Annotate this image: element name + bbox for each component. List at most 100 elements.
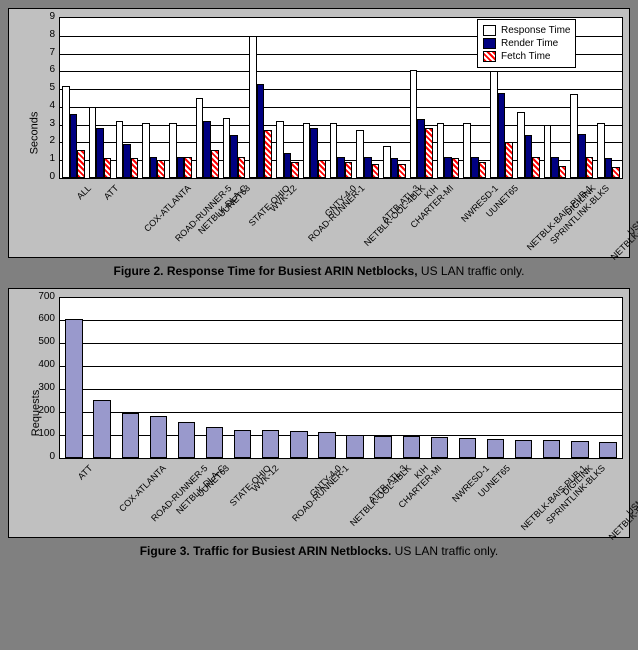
bar-fetch <box>157 160 165 178</box>
legend-item: Fetch Time <box>483 51 570 62</box>
bar-traffic <box>543 440 560 457</box>
bar-render <box>203 121 211 178</box>
bar-fetch <box>264 130 272 178</box>
legend-label: Render Time <box>501 38 558 49</box>
bar-traffic <box>346 435 363 458</box>
bar-group <box>383 146 406 178</box>
bar-group <box>89 107 112 178</box>
xlabel: ATT <box>76 463 95 482</box>
bar-group <box>169 123 192 178</box>
bar-fetch <box>586 157 594 178</box>
bar-response <box>196 98 204 178</box>
bar-render <box>525 135 533 178</box>
bar-fetch <box>291 162 299 178</box>
bar-response <box>490 71 498 178</box>
bar-render <box>150 157 158 178</box>
bar-fetch <box>77 150 85 178</box>
legend-swatch <box>483 38 496 49</box>
ytick: 200 <box>31 405 55 416</box>
bar-traffic <box>290 431 307 457</box>
bar-group <box>544 125 567 178</box>
bar-response <box>142 123 150 178</box>
chart-response-time: Seconds 0123456789 ALLATTCOX-ATLANTAROAD… <box>8 8 630 258</box>
bar-traffic <box>571 441 588 457</box>
bar-render <box>70 114 78 178</box>
ytick: 600 <box>31 313 55 324</box>
figure3-caption: Figure 3. Traffic for Busiest ARIN Netbl… <box>8 544 630 560</box>
bar-response <box>463 123 471 178</box>
ytick: 400 <box>31 359 55 370</box>
legend-swatch <box>483 25 496 36</box>
bar-render <box>123 144 131 178</box>
bar-fetch <box>398 164 406 178</box>
bar-traffic <box>459 438 476 457</box>
figure3-caption-rest: US LAN traffic only. <box>391 544 498 558</box>
chart-traffic: Requests 0100200300400500600700 ATTCOX-A… <box>8 288 630 538</box>
bar-response <box>410 70 418 178</box>
bar-group <box>142 123 165 178</box>
bar-render <box>605 158 613 178</box>
bar-response <box>169 123 177 178</box>
bar-response <box>223 118 231 178</box>
bar-traffic <box>122 413 139 458</box>
bar-traffic <box>599 442 616 458</box>
bar-fetch <box>559 166 567 178</box>
page-root: Seconds 0123456789 ALLATTCOX-ATLANTAROAD… <box>0 0 638 650</box>
figure3-caption-bold: Figure 3. Traffic for Busiest ARIN Netbl… <box>140 544 392 558</box>
bar-render <box>417 119 425 178</box>
bar-fetch <box>612 167 620 178</box>
xlabel: ATT <box>102 183 121 202</box>
bar-group <box>490 71 513 178</box>
bar-response <box>116 121 124 178</box>
bar-traffic <box>234 430 251 457</box>
bar-group <box>62 86 85 178</box>
bar-render <box>391 158 399 178</box>
bar-traffic <box>150 416 167 457</box>
bar-traffic <box>206 427 223 458</box>
bar-render <box>177 157 185 178</box>
ytick: 100 <box>31 428 55 439</box>
bar-render <box>310 128 318 178</box>
xlabel: ROAD-RUNNER-1 <box>307 183 367 243</box>
chart2-plot-area <box>59 297 623 459</box>
bar-response <box>544 125 552 178</box>
legend-item: Response Time <box>483 25 570 36</box>
ytick: 8 <box>41 29 55 40</box>
bar-group <box>597 123 620 178</box>
bar-render <box>578 134 586 178</box>
ytick: 9 <box>41 11 55 22</box>
ytick: 2 <box>41 135 55 146</box>
bar-group <box>116 121 139 178</box>
bar-response <box>356 130 364 178</box>
bar-group <box>303 123 326 178</box>
bar-traffic <box>262 430 279 457</box>
bar-fetch <box>211 150 219 178</box>
ytick: 0 <box>41 171 55 182</box>
chart1-legend: Response Time Render Time Fetch Time <box>477 19 576 68</box>
ytick: 700 <box>31 291 55 302</box>
ytick: 0 <box>31 451 55 462</box>
bar-render <box>498 93 506 178</box>
bar-fetch <box>479 162 487 178</box>
bar-response <box>249 36 257 178</box>
bar-traffic <box>374 436 391 458</box>
bar-fetch <box>104 158 112 178</box>
bar-group <box>517 112 540 178</box>
bar-response <box>383 146 391 178</box>
bar-traffic <box>487 439 504 457</box>
bar-fetch <box>131 158 139 178</box>
ytick: 4 <box>41 100 55 111</box>
bar-traffic <box>178 422 195 457</box>
bar-response <box>276 121 284 178</box>
bar-render <box>337 157 345 178</box>
bar-response <box>570 94 578 178</box>
bar-render <box>551 157 559 178</box>
bar-response <box>597 123 605 178</box>
bar-traffic <box>403 436 420 458</box>
bar-render <box>364 157 372 178</box>
bar-response <box>517 112 525 178</box>
bar-response <box>303 123 311 178</box>
bar-traffic <box>65 319 82 457</box>
figure2-caption-bold: Figure 2. Response Time for Busiest ARIN… <box>113 264 417 278</box>
xlabel: USMANET-DON <box>624 463 638 517</box>
